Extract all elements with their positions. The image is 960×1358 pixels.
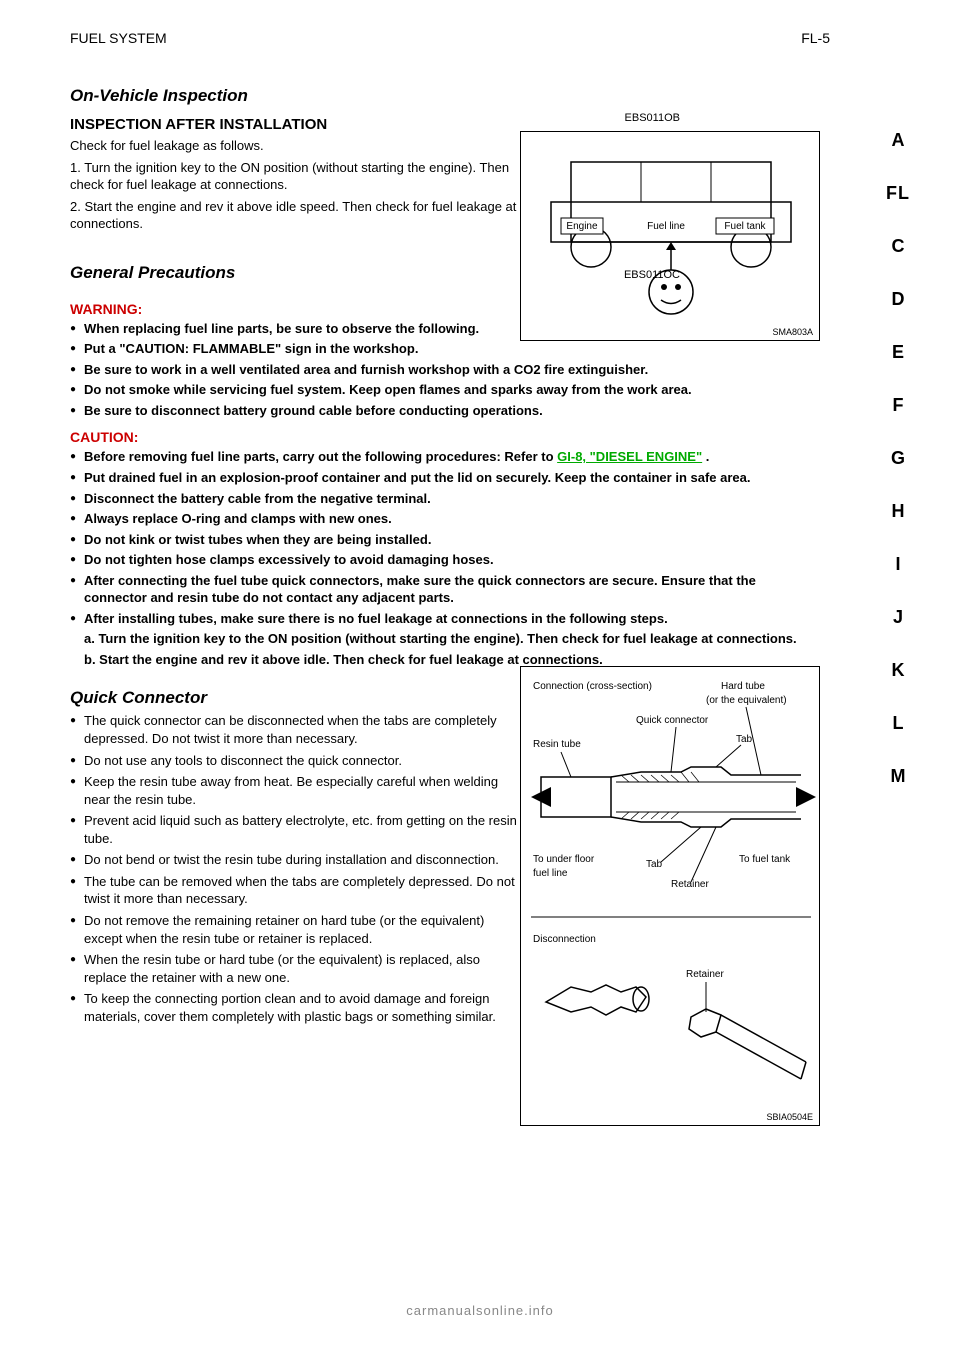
footer-watermark: carmanualsonline.info (0, 1303, 960, 1318)
warn-item: Be sure to work in a well ventilated are… (70, 361, 820, 379)
caution-item: After installing tubes, make sure there … (70, 610, 820, 628)
caution-item: After connecting the fuel tube quick con… (70, 572, 820, 607)
warning-label: WARNING: (70, 301, 820, 317)
quick-p: Keep the resin tube away from heat. Be e… (70, 773, 520, 808)
fig2-underfloor1: To under floor (533, 854, 595, 865)
fig2-retainer1: Retainer (671, 879, 709, 890)
caution-item: Before removing fuel line parts, carry o… (70, 448, 820, 466)
fig1-fuelline: Fuel line (647, 221, 685, 232)
inspection-code: EBS011OB (625, 112, 680, 124)
diesel-engine-link[interactable]: GI-8, "DIESEL ENGINE" (557, 449, 702, 464)
inspection-n1: 1. Turn the ignition key to the ON posit… (70, 159, 520, 194)
fig2-hardtube: Hard tube (721, 681, 765, 692)
warn-item: When replacing fuel line parts, be sure … (70, 320, 820, 338)
fig2-quickconnector: Quick connector (636, 715, 709, 726)
warn-item: Do not smoke while servicing fuel system… (70, 381, 820, 399)
fig2-hardtube-sub: (or the equivalent) (706, 695, 787, 706)
fig2-retainer2: Retainer (686, 969, 724, 980)
sub-a: a. Turn the ignition key to the ON posit… (70, 630, 820, 648)
fig2-connection: Connection (cross-section) (533, 681, 652, 692)
quick-p: The tube can be removed when the tabs ar… (70, 873, 520, 908)
fig1-engine: Engine (566, 221, 598, 232)
inspection-p1: Check for fuel leakage as follows. (70, 137, 520, 155)
warn-item: Put a "CAUTION: FLAMMABLE" sign in the w… (70, 340, 820, 358)
fig1-fueltank: Fuel tank (724, 221, 766, 232)
quick-p: When the resin tube or hard tube (or the… (70, 951, 520, 986)
quick-p: Do not remove the remaining retainer on … (70, 912, 520, 947)
quick-p: Do not bend or twist the resin tube duri… (70, 851, 520, 869)
fig2-disconnection: Disconnection (533, 934, 596, 945)
caution-item: Put drained fuel in an explosion-proof c… (70, 469, 820, 487)
caution-item: Do not tighten hose clamps excessively t… (70, 551, 820, 569)
quick-p: Do not use any tools to disconnect the q… (70, 752, 520, 770)
caution-after: . (702, 449, 709, 464)
warn-item: Be sure to disconnect battery ground cab… (70, 402, 820, 420)
fig2-tab2: Tab (646, 859, 663, 870)
inspection-n2: 2. Start the engine and rev it above idl… (70, 198, 520, 233)
quick-p: To keep the connecting portion clean and… (70, 990, 520, 1025)
quick-p: Prevent acid liquid such as battery elec… (70, 812, 520, 847)
caution-item: Do not kink or twist tubes when they are… (70, 531, 820, 549)
caution-label: CAUTION: (70, 429, 820, 445)
fig2-resintube: Resin tube (533, 739, 581, 750)
caution-item: Always replace O-ring and clamps with ne… (70, 510, 820, 528)
inspection-title: On-Vehicle Inspection (70, 86, 820, 106)
general-title: General Precautions (70, 263, 820, 283)
fig2-underfloor2: fuel line (533, 868, 568, 879)
caution-item: Disconnect the battery cable from the ne… (70, 490, 820, 508)
fig2-tab1: Tab (736, 734, 753, 745)
quick-p: The quick connector can be disconnected … (70, 712, 520, 747)
header-page: FL-5 (801, 30, 830, 46)
general-code: EBS011OC (624, 269, 680, 281)
caution-text: Before removing fuel line parts, carry o… (84, 449, 557, 464)
fig2-code: SBIA0504E (766, 1112, 813, 1122)
fig2-tofueltank: To fuel tank (739, 854, 791, 865)
header-section: FUEL SYSTEM (70, 30, 167, 46)
figure-connector: Connection (cross-section) Hard tube (or… (520, 666, 820, 1126)
